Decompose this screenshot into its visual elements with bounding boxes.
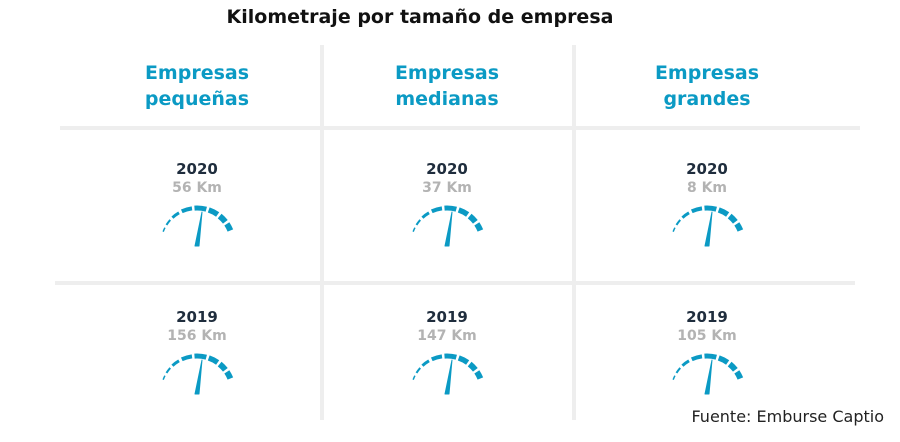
gauge-icon <box>672 353 744 395</box>
title: Kilometraje por tamaño de empresa <box>226 6 614 28</box>
mileage: 147 Km <box>417 328 477 344</box>
gauge-cell: 2019 147 Km <box>347 308 547 396</box>
gauge-arc <box>162 375 166 380</box>
year: 2019 <box>176 308 218 326</box>
column-header: Empresas grandes <box>654 62 760 110</box>
gauge-cell: 2020 37 Km <box>347 160 547 248</box>
gauge-arc <box>681 359 690 367</box>
column: Empresas pequeñas 2020 56 Km 2019 156 Km <box>97 60 297 395</box>
gauge-arc <box>421 359 430 367</box>
gauge-icon <box>162 205 234 247</box>
gauge-cell: 2020 56 Km <box>97 160 297 248</box>
gauge-arc <box>415 367 422 374</box>
gauge-icon <box>672 205 744 247</box>
gauge-arc <box>162 227 166 232</box>
gauge-arc <box>421 211 430 219</box>
gauge-arc <box>217 361 228 372</box>
mileage: 56 Km <box>172 180 222 196</box>
source: Fuente: Emburse Captio <box>691 407 884 426</box>
gauge-needle <box>194 211 203 247</box>
gauge-arc <box>412 375 416 380</box>
gauge-needle <box>704 359 713 395</box>
gauge-cell: 2019 156 Km <box>97 308 297 396</box>
gauge-arc <box>415 219 422 226</box>
divider <box>572 45 576 420</box>
gauge-arc <box>194 353 207 360</box>
gauge-arc <box>165 367 172 374</box>
gauge-arc <box>727 213 738 224</box>
gauge-arc <box>194 205 207 212</box>
gauge-arc <box>681 211 690 219</box>
mileage: 156 Km <box>167 328 227 344</box>
gauge-arc <box>704 353 717 360</box>
divider <box>55 281 855 285</box>
gauge-cell: 2020 8 Km <box>607 160 807 248</box>
gauge-arc <box>207 207 220 217</box>
gauge-arc <box>672 375 676 380</box>
column: Empresas grandes 2020 8 Km 2019 105 Km <box>607 60 807 395</box>
gauge-arc <box>727 361 738 372</box>
year: 2019 <box>686 308 728 326</box>
column: Empresas medianas 2020 37 Km 2019 147 Km <box>347 60 547 395</box>
gauge-arc <box>171 359 180 367</box>
column-header: Empresas medianas <box>394 62 500 110</box>
gauge-arc <box>474 222 484 232</box>
year: 2020 <box>176 160 218 178</box>
gauge-arc <box>690 206 703 214</box>
mileage: 8 Km <box>686 180 728 196</box>
gauge-arc <box>457 207 470 217</box>
gauge-needle <box>444 359 453 395</box>
gauge-arc <box>675 219 682 226</box>
gauge-arc <box>734 370 744 380</box>
gauge-arc <box>675 367 682 374</box>
gauge-arc <box>467 361 478 372</box>
gauge-arc <box>704 205 717 212</box>
gauge-needle <box>704 211 713 247</box>
gauge-arc <box>224 370 234 380</box>
gauge-icon <box>412 353 484 395</box>
mileage: 105 Km <box>677 328 737 344</box>
gauge-arc <box>217 213 228 224</box>
year: 2020 <box>686 160 728 178</box>
gauge-cell: 2019 105 Km <box>607 308 807 396</box>
gauge-arc <box>430 354 443 362</box>
gauge-arc <box>467 213 478 224</box>
gauge-needle <box>444 211 453 247</box>
gauge-arc <box>734 222 744 232</box>
gauge-arc <box>717 207 730 217</box>
gauge-arc <box>474 370 484 380</box>
year: 2019 <box>426 308 468 326</box>
gauge-arc <box>224 222 234 232</box>
gauge-arc <box>444 205 457 212</box>
divider <box>320 45 324 420</box>
gauge-arc <box>672 227 676 232</box>
gauge-arc <box>165 219 172 226</box>
gauge-icon <box>412 205 484 247</box>
gauge-arc <box>717 355 730 365</box>
divider <box>60 126 860 130</box>
gauge-arc <box>690 354 703 362</box>
gauge-arc <box>444 353 457 360</box>
gauge-arc <box>171 211 180 219</box>
gauge-arc <box>180 206 193 214</box>
gauge-arc <box>457 355 470 365</box>
gauge-arc <box>412 227 416 232</box>
gauge-arc <box>207 355 220 365</box>
gauge-needle <box>194 359 203 395</box>
mileage: 37 Km <box>422 180 472 196</box>
column-header: Empresas pequeñas <box>144 62 250 110</box>
gauge-arc <box>180 354 193 362</box>
gauge-icon <box>162 353 234 395</box>
year: 2020 <box>426 160 468 178</box>
gauge-arc <box>430 206 443 214</box>
